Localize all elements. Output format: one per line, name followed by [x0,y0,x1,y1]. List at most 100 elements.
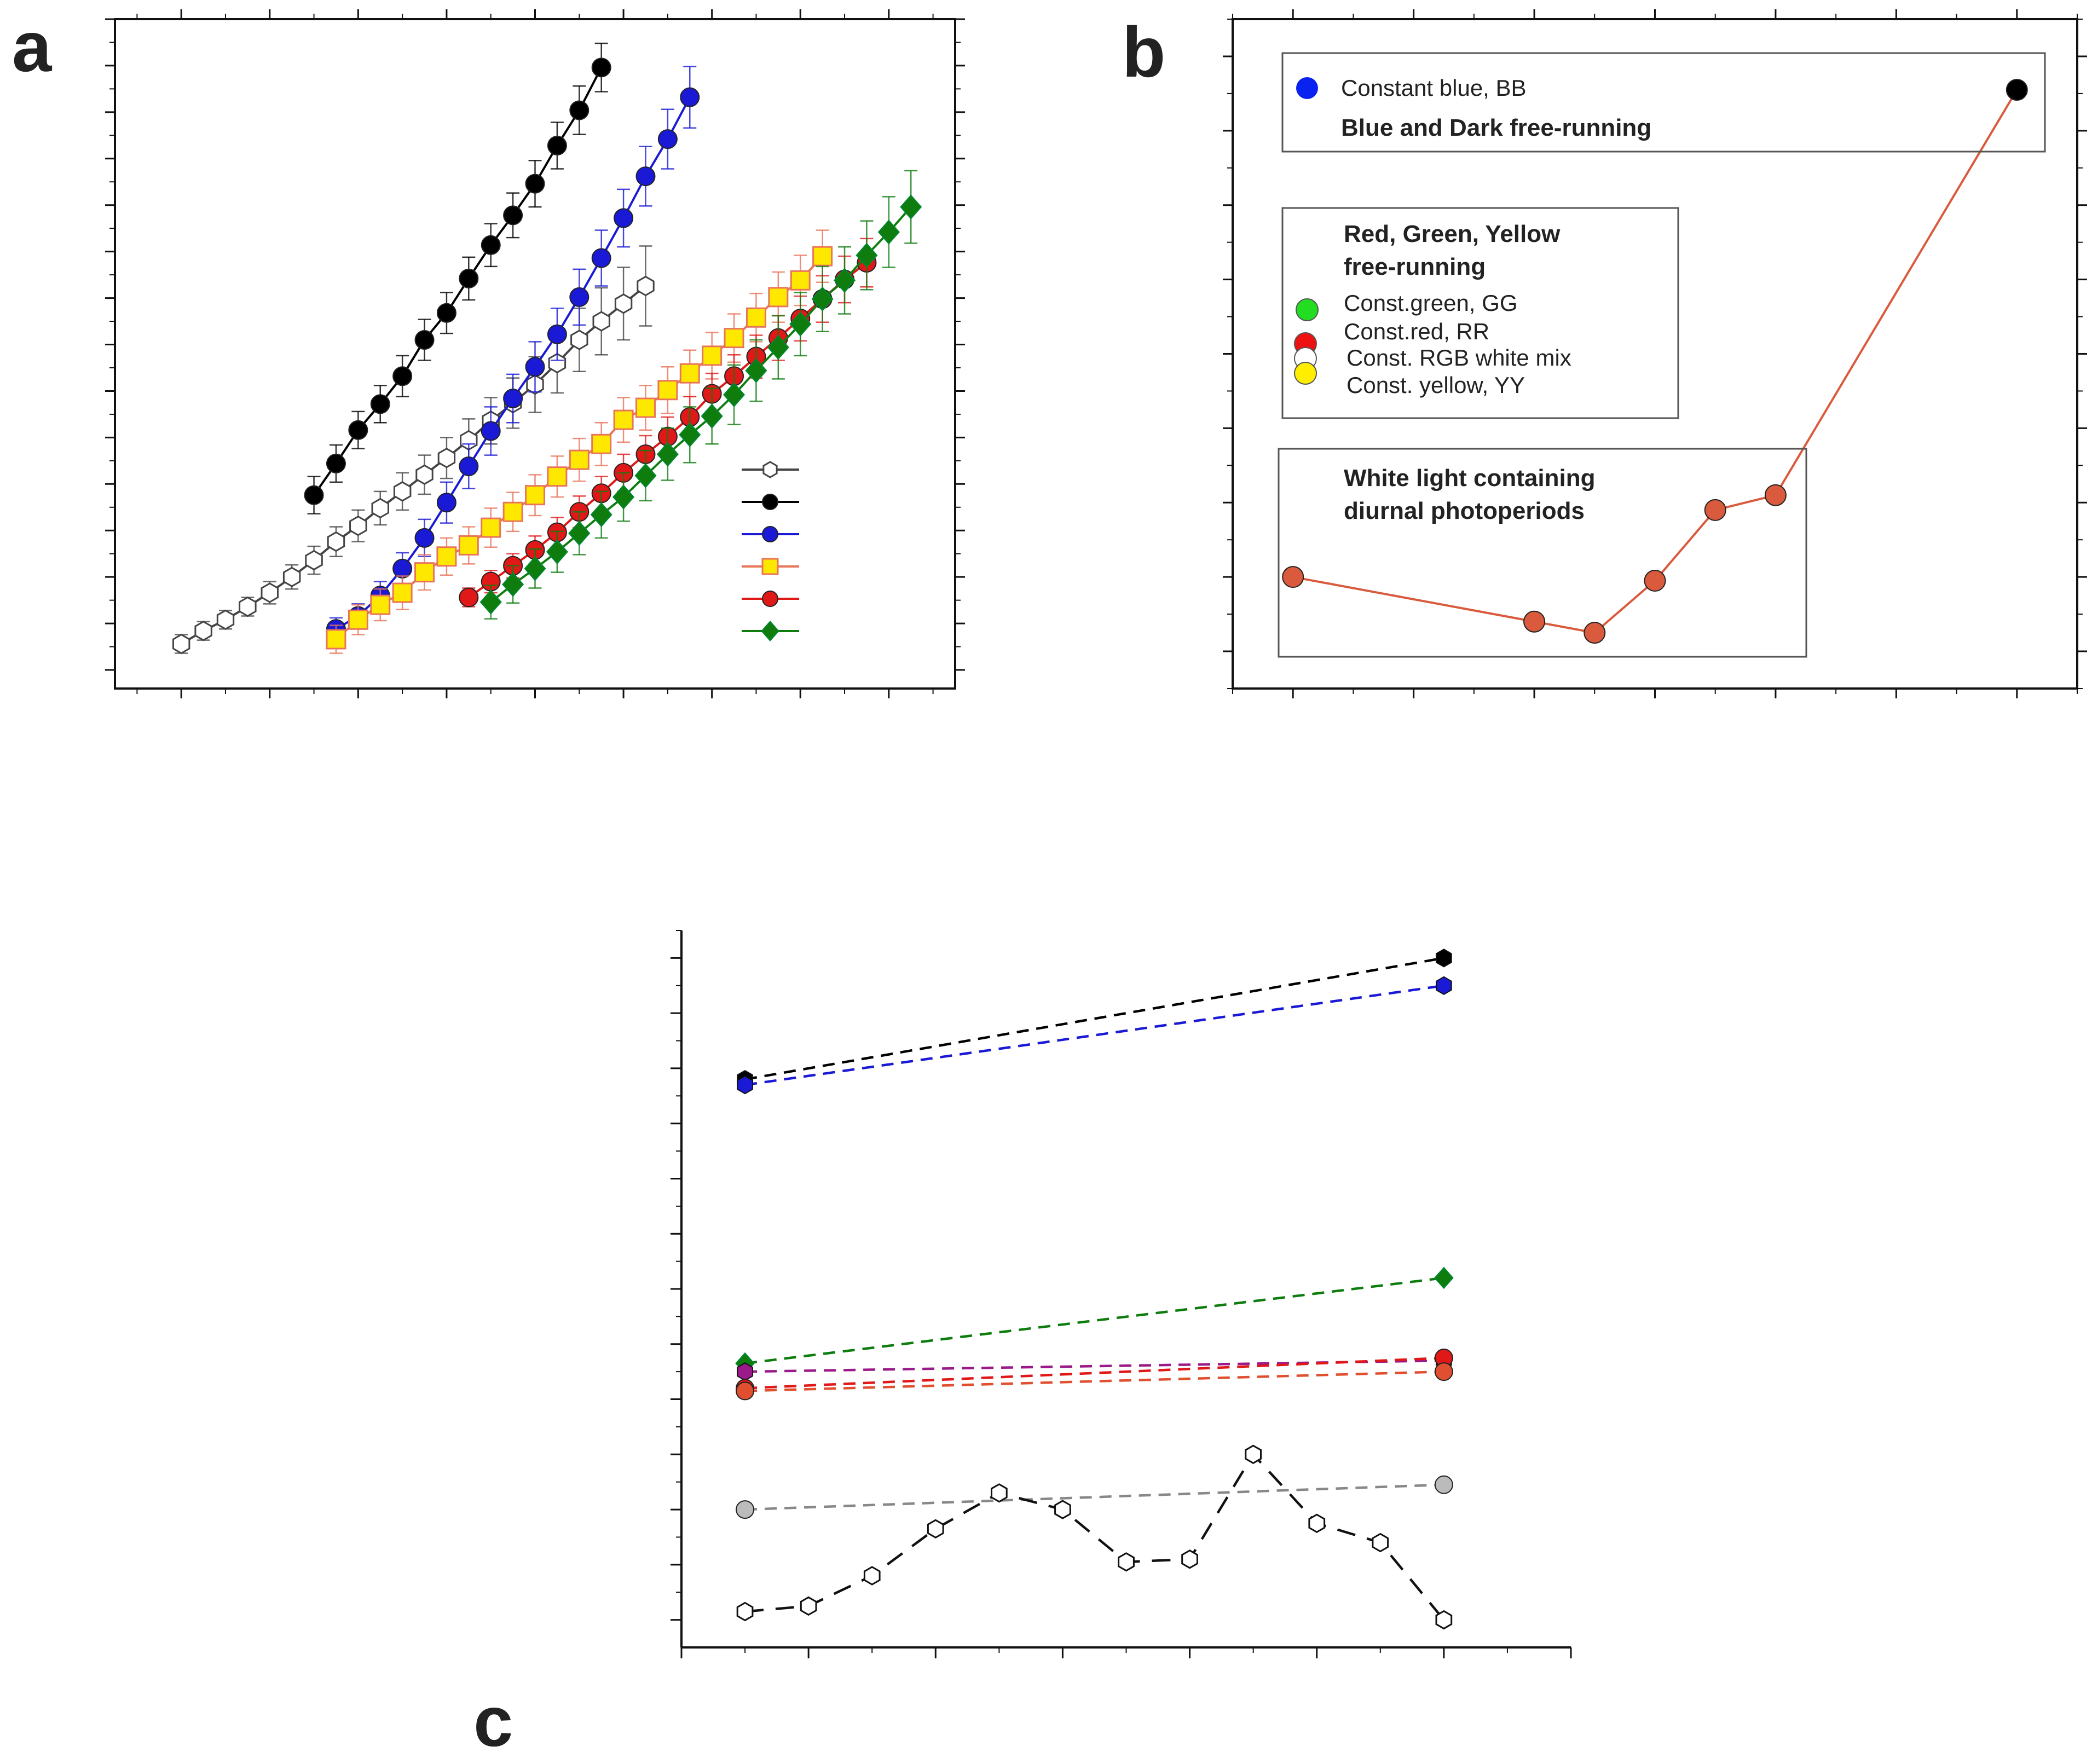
box2-entry-red: Const.red, RR [1344,319,1489,344]
data-point [800,1596,817,1616]
box2-entry-green: Const.green, GG [1344,290,1517,316]
data-point [1118,1552,1135,1572]
data-point [736,1381,755,1401]
data-point [790,270,811,291]
data-point [1181,1549,1198,1569]
data-point [239,596,257,617]
series-rgb-white [737,1351,1452,1381]
data-point [481,517,501,538]
series-yy-yellow [326,229,833,654]
data-point [612,484,635,510]
data-point [927,1519,944,1539]
legend-marker [761,620,779,642]
data-point [1308,1513,1326,1534]
data-point [613,409,634,430]
blue-marker-icon [1296,77,1318,99]
box3-title-1: White light containing [1344,465,1596,491]
data-point [614,293,633,314]
data-point [679,363,700,384]
panel-label-b: b [1122,12,1165,92]
chart-b-legend-box-1: Constant blue, BB Blue and Dark free-run… [1281,52,2046,153]
data-point [736,1500,755,1519]
data-point [1436,976,1452,995]
series-ll [172,245,655,655]
series-line [744,1452,1445,1621]
data-point [637,275,655,297]
data-point [503,205,523,225]
data-point [856,242,878,268]
data-point [261,582,279,603]
legend-marker [762,461,778,478]
data-point [746,307,766,328]
data-point [1434,1266,1454,1289]
data-point [1245,1444,1262,1465]
data-point [634,463,657,488]
data-point [305,550,323,571]
data-point [591,57,611,78]
data-point [1282,566,1304,588]
data-point [459,268,479,288]
series-line [745,1356,1444,1390]
data-point [436,493,456,513]
series-gg-green [479,170,922,620]
data-point [570,329,588,350]
series-darkness [737,948,1452,1089]
series-green-light [735,1266,1454,1375]
legend-marker [762,591,778,607]
series-line [745,1483,1444,1511]
data-point [656,442,679,467]
data-point [392,558,413,579]
data-point [569,449,590,470]
data-point [172,633,190,655]
data-point [436,546,457,567]
data-point [392,366,413,386]
box3-title-2: diurnal photoperiods [1344,498,1585,524]
data-point [737,1362,753,1381]
data-point [503,389,523,409]
panel-label-c: c [473,1681,513,1761]
chart-b-legend-box-3: White light containing diurnal photoperi… [1278,448,1807,658]
data-point [591,433,612,454]
data-point [745,358,767,383]
data-point [1523,610,1546,633]
box1-title: Blue and Dark free-running [1341,114,1651,141]
series-line [181,285,646,645]
data-point [525,357,545,377]
series-red-light [736,1348,1453,1398]
series-line [744,957,1444,1081]
data-point [900,194,922,219]
data-point [194,620,212,641]
data-point [392,582,413,603]
data-point [348,420,368,440]
series-rr-red [459,238,877,608]
data-point [525,485,545,506]
series-ll-white-light [736,1475,1453,1519]
data-point [680,87,700,107]
data-point [702,345,723,366]
green-marker-icon [1296,298,1319,321]
series-dd [304,42,611,514]
data-point [414,562,435,583]
data-point [370,394,390,414]
data-point [768,287,789,308]
data-point [991,1483,1008,1503]
data-point [525,173,545,194]
chart-b-legend-box-2: Red, Green, Yellow free-running Const.gr… [1281,207,1679,419]
series-long-day [736,1444,1453,1630]
legend-marker [762,526,778,542]
data-point [1764,484,1787,506]
data-point [546,539,568,565]
data-point [458,535,479,556]
series-line [744,1276,1444,1365]
series-line [744,984,1444,1086]
data-point [547,324,567,344]
data-point [1434,1475,1453,1494]
yellow-marker-icon [1294,362,1317,385]
data-point [1584,622,1606,644]
data-point [459,456,479,477]
data-point [1435,1610,1453,1630]
box2-entry-yellow: Const. yellow, YY [1346,372,1525,398]
data-point [1436,948,1452,968]
data-point [481,235,501,255]
